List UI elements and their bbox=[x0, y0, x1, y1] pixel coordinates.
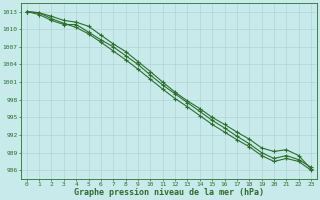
X-axis label: Graphe pression niveau de la mer (hPa): Graphe pression niveau de la mer (hPa) bbox=[74, 188, 264, 197]
